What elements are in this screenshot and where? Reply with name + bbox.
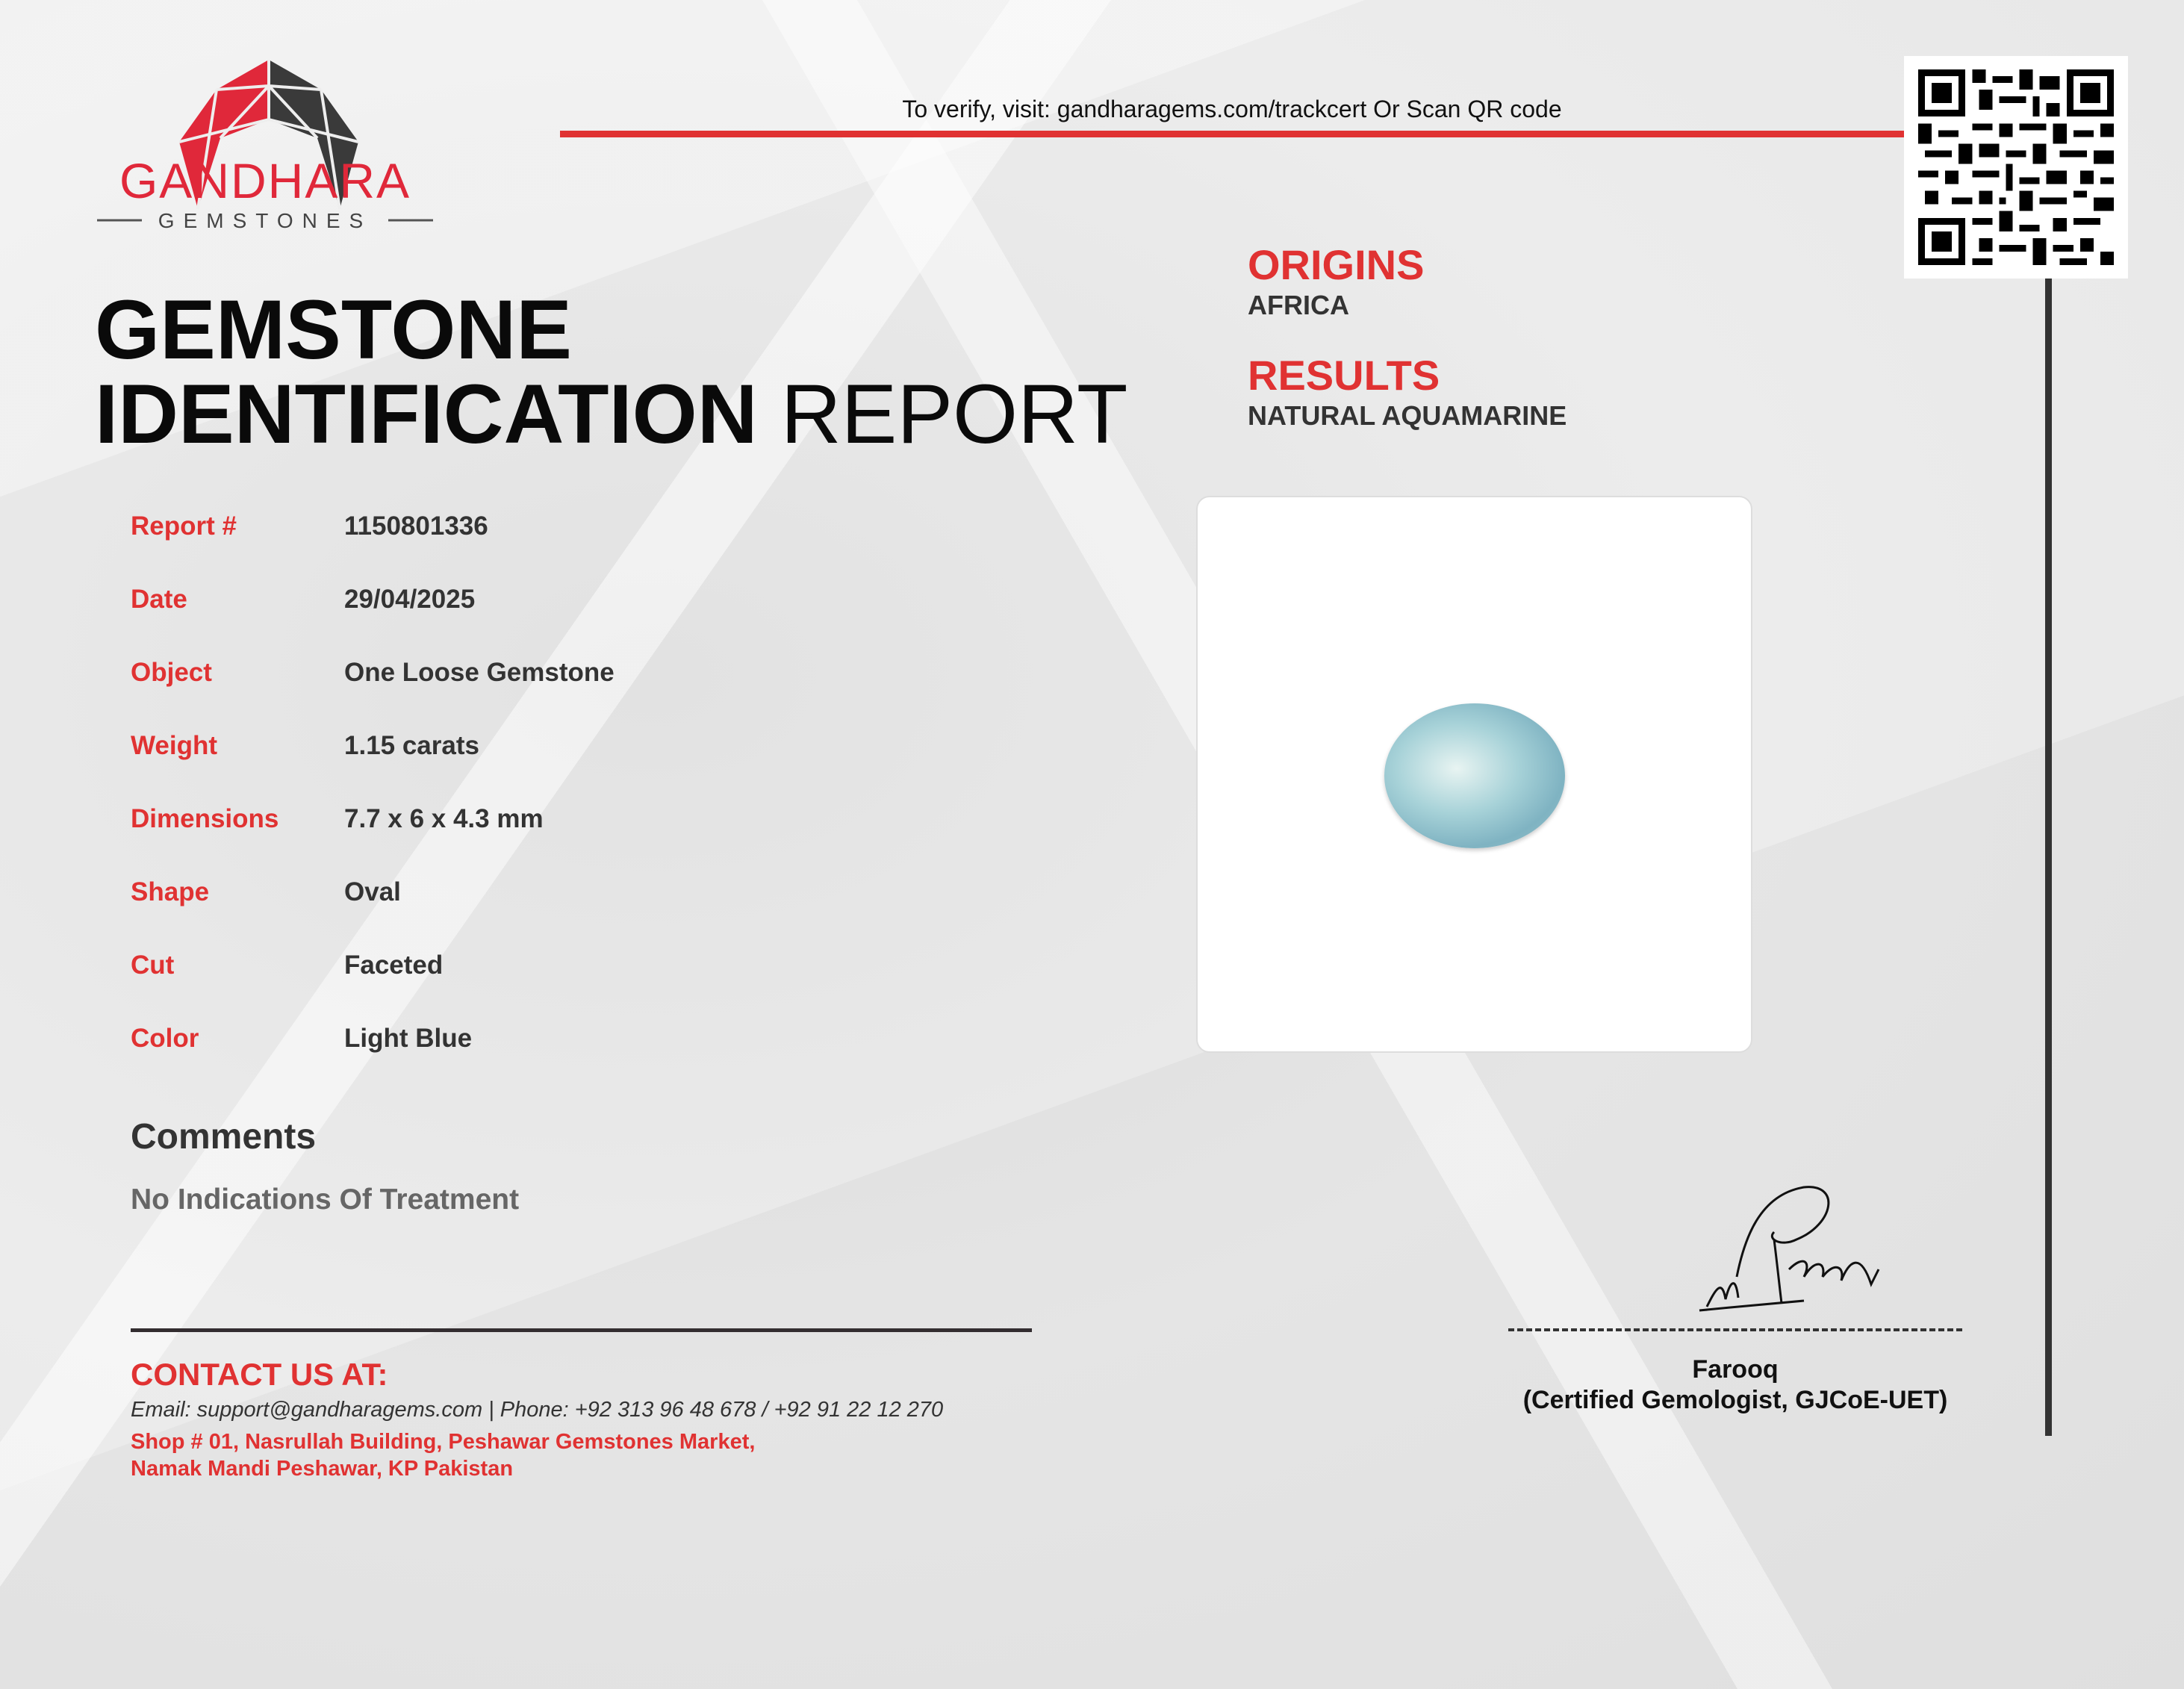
field-value: One Loose Gemstone xyxy=(344,658,615,687)
comments-text: No Indications Of Treatment xyxy=(131,1183,520,1216)
field-label: Report # xyxy=(131,511,237,541)
field-value: 7.7 x 6 x 4.3 mm xyxy=(344,804,544,833)
field-label: Shape xyxy=(131,877,210,906)
results-value: NATURAL AQUAMARINE xyxy=(1248,400,1567,431)
field-value: Faceted xyxy=(344,951,444,980)
qr-code-icon xyxy=(1918,69,2114,265)
results-heading: RESULTS xyxy=(1248,352,1440,399)
contact-heading: CONTACT US AT: xyxy=(131,1357,388,1392)
field-value: Oval xyxy=(344,877,401,906)
svg-text:GANDHARA: GANDHARA xyxy=(119,153,411,208)
field-label: Weight xyxy=(131,731,218,760)
comments-heading: Comments xyxy=(131,1117,317,1157)
verify-text: To verify, visit: gandharagems.com/track… xyxy=(902,96,1562,122)
field-value: 29/04/2025 xyxy=(344,585,476,614)
origins-value: AFRICA xyxy=(1248,290,1349,320)
title-light: REPORT xyxy=(780,367,1128,461)
qr-code[interactable] xyxy=(1904,56,2128,279)
contact-divider xyxy=(131,1328,1032,1332)
report-title-line1: GEMSTONE xyxy=(95,283,572,376)
gem-dome-icon xyxy=(178,60,359,210)
field-label: Dimensions xyxy=(131,804,279,833)
svg-text:GEMSTONES: GEMSTONES xyxy=(158,209,372,231)
field-value: 1.15 carats xyxy=(344,731,479,760)
origins-heading: ORIGINS xyxy=(1248,241,1425,288)
gemologist-name: Farooq xyxy=(1692,1355,1779,1384)
address-line-2: Namak Mandi Peshawar, KP Pakistan xyxy=(131,1457,514,1481)
contact-line: Email: support@gandharagems.com | Phone:… xyxy=(131,1398,944,1422)
report-title-line2: IDENTIFICATION REPORT xyxy=(95,370,1127,459)
signature xyxy=(1699,1186,1880,1312)
title-bold: IDENTIFICATION xyxy=(95,367,758,461)
gandhara-logo: GANDHARA GEMSTONES xyxy=(97,60,433,231)
header-rule xyxy=(560,131,1905,137)
field-value: 1150801336 xyxy=(344,511,488,541)
gemstone-image xyxy=(1384,703,1565,848)
field-label: Object xyxy=(131,658,212,687)
field-label: Date xyxy=(131,585,187,614)
side-rule xyxy=(2045,279,2052,1436)
address-line-1: Shop # 01, Nasrullah Building, Peshawar … xyxy=(131,1430,756,1454)
gemstone-photo-frame xyxy=(1196,496,1752,1053)
gemologist-title: (Certified Gemologist, GJCoE-UET) xyxy=(1522,1386,1948,1414)
field-label: Color xyxy=(131,1024,199,1053)
signature-line xyxy=(1508,1328,1962,1331)
field-label: Cut xyxy=(131,951,175,980)
field-value: Light Blue xyxy=(344,1024,473,1053)
